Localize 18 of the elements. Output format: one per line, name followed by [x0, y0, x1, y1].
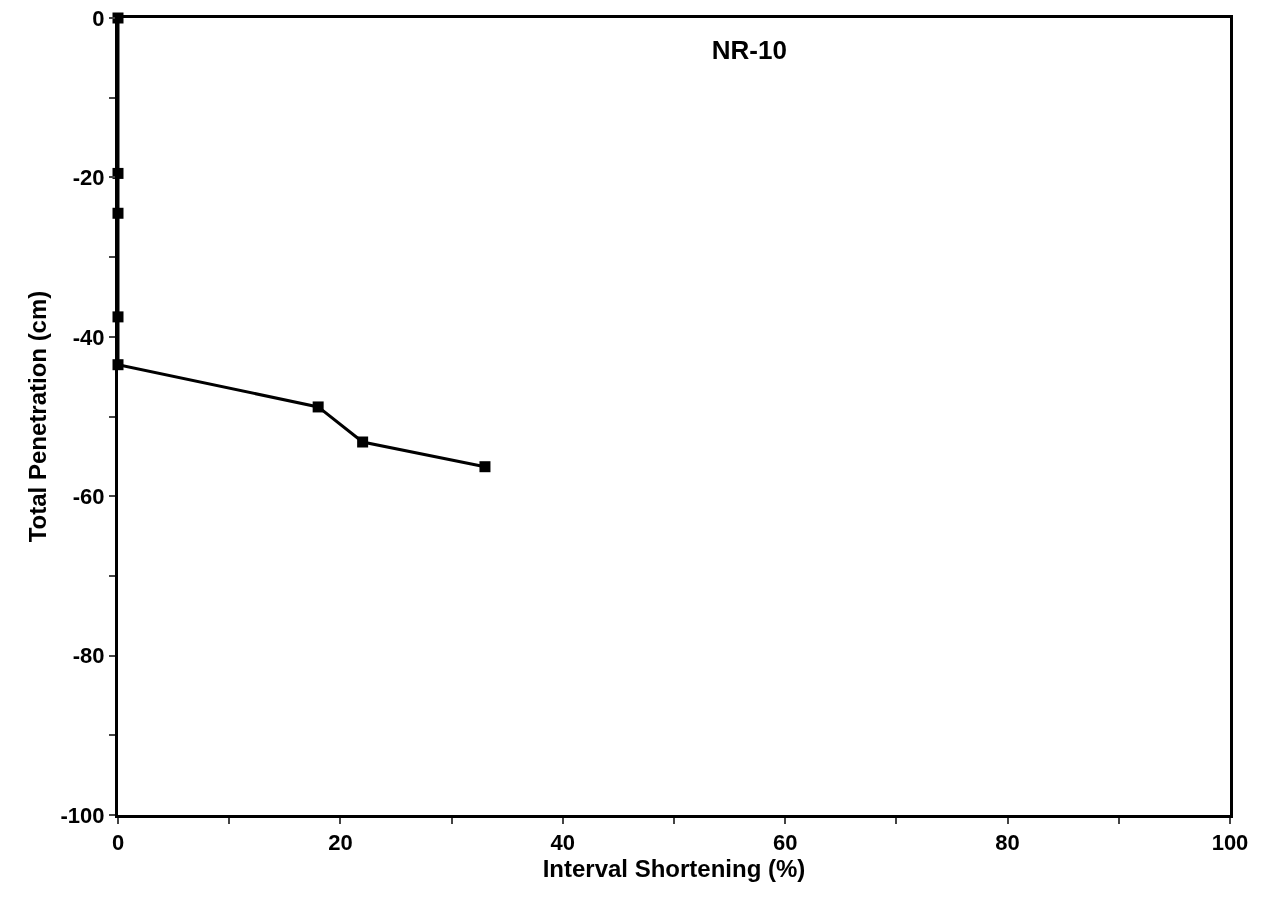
y-tick-label: -60	[72, 483, 105, 509]
x-tick-label: 100	[1211, 830, 1249, 856]
y-tick-label: -20	[72, 165, 105, 191]
x-axis-title: Interval Shortening (%)	[542, 855, 806, 883]
x-tick-label: 20	[328, 830, 353, 856]
y-tick-label: -40	[72, 324, 105, 350]
y-tick-label: -80	[72, 643, 105, 669]
y-tick-label: -100	[60, 802, 105, 828]
x-tick-label: 0	[111, 830, 125, 856]
y-tick-label: 0	[92, 5, 105, 31]
x-tick-label: 40	[550, 830, 576, 856]
x-tick-label: 60	[772, 830, 798, 856]
text: NR-10	[711, 35, 787, 66]
point	[479, 461, 491, 473]
point	[357, 436, 369, 448]
x-tick-label: 80	[995, 830, 1020, 856]
point	[312, 401, 324, 413]
y-axis-title: Total Penetration (cm)	[23, 290, 51, 543]
